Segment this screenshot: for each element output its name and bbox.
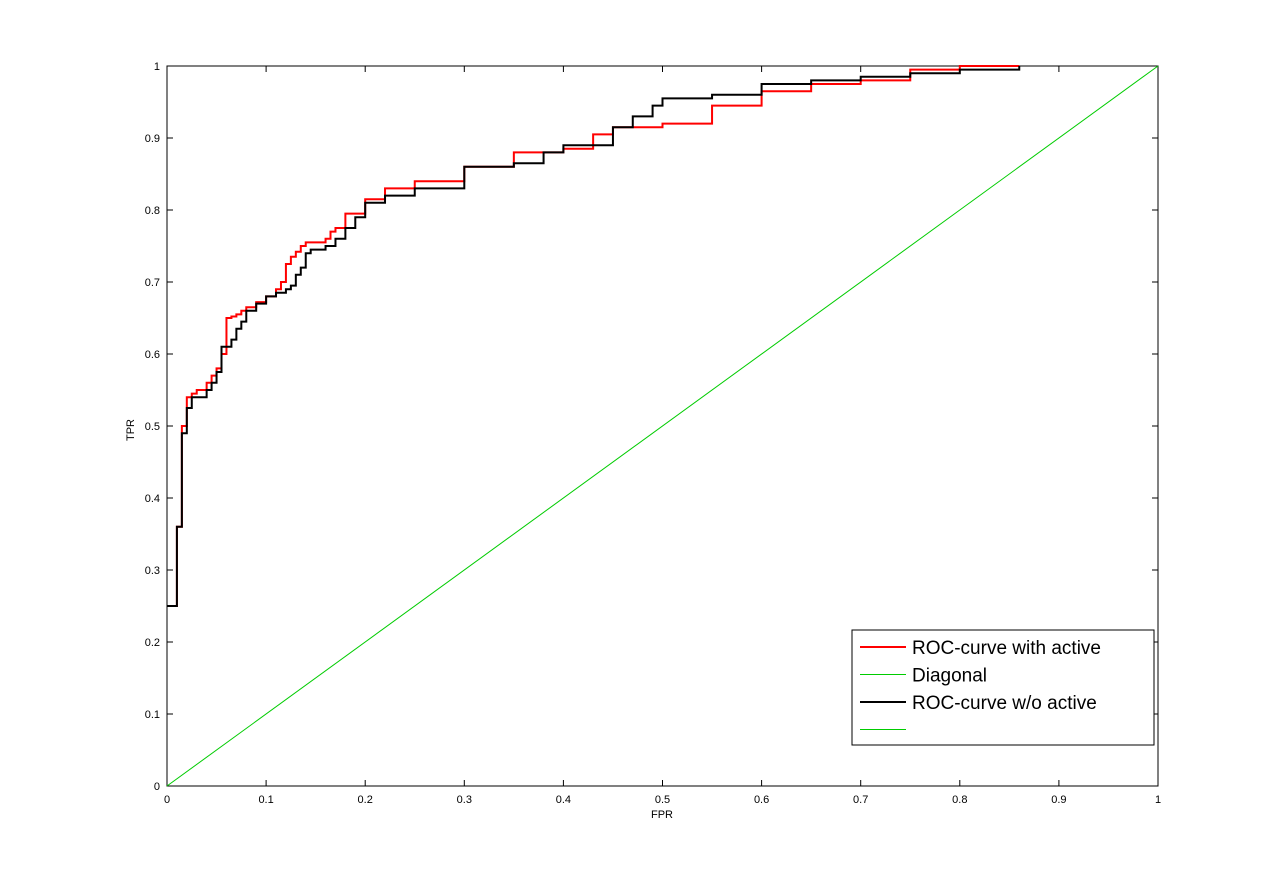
x-tick-label: 0 — [164, 794, 170, 806]
x-tick-label: 0.1 — [258, 794, 273, 806]
y-tick-label: 0.5 — [145, 421, 160, 433]
x-tick-label: 1 — [1155, 794, 1161, 806]
x-tick-label: 0.9 — [1051, 794, 1066, 806]
series-line-diagonal — [166, 65, 1159, 787]
series-line-roc-curve-w-o-active — [167, 66, 1021, 607]
x-tick-label: 0.4 — [556, 794, 571, 806]
y-tick-label: 0.4 — [145, 493, 160, 505]
series-line-roc-curve-with-active — [167, 65, 1020, 607]
legend-label: ROC-curve with active — [912, 638, 1101, 659]
y-tick-label: 0.2 — [145, 637, 160, 649]
x-axis-ticks: 0 0.1 0.2 0.3 0.4 0.5 0.6 0.7 0.8 0.9 1 — [164, 66, 1161, 806]
legend-label: Diagonal — [912, 666, 987, 687]
x-tick-label: 0.8 — [952, 794, 967, 806]
legend-label: ROC-curve w/o active — [912, 693, 1097, 714]
y-tick-label: 0.1 — [145, 709, 160, 721]
x-tick-label: 0.5 — [655, 794, 670, 806]
x-tick-label: 0.6 — [754, 794, 769, 806]
y-tick-label: 1 — [154, 61, 160, 73]
x-tick-label: 0.3 — [457, 794, 472, 806]
y-axis-ticks: 0 0.1 0.2 0.3 0.4 0.5 0.6 0.7 0.8 0.9 1 — [145, 61, 1158, 793]
x-axis-label: FPR — [651, 809, 673, 821]
y-tick-label: 0.7 — [145, 277, 160, 289]
x-tick-label: 0.7 — [853, 794, 868, 806]
x-tick-label: 0.2 — [358, 794, 373, 806]
y-tick-label: 0.9 — [145, 133, 160, 145]
y-tick-label: 0.6 — [145, 349, 160, 361]
legend-box — [851, 629, 1155, 746]
y-tick-label: 0.3 — [145, 565, 160, 577]
y-axis-label: TPR — [125, 419, 137, 441]
legend: ROC-curve with active Diagonal ROC-curve w… — [851, 629, 1155, 746]
y-tick-label: 0.8 — [145, 205, 160, 217]
y-tick-label: 0 — [154, 781, 160, 793]
series-layer — [166, 65, 1159, 787]
